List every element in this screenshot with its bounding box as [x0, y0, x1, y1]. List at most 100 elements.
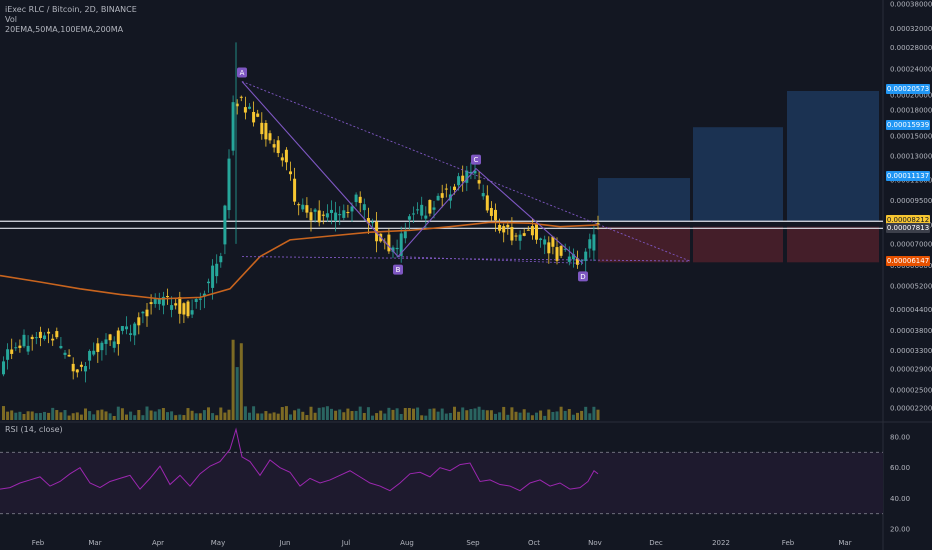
volume-bar [580, 410, 584, 420]
candle-body [207, 281, 210, 284]
price-tick-label: 0.00004400 [890, 306, 932, 314]
candle-body [350, 206, 354, 212]
volume-bar [182, 415, 186, 420]
candle-body [141, 311, 145, 314]
candle-body [305, 205, 309, 213]
candle-body [26, 345, 30, 352]
volume-bar [51, 407, 55, 420]
volume-bar [592, 406, 596, 420]
volume-bar [223, 412, 227, 420]
volume-bar [30, 411, 34, 420]
volume-bar [268, 413, 272, 420]
candle-body [514, 235, 518, 237]
volume-bar [260, 413, 264, 420]
volume-bar [362, 412, 366, 420]
volume-bar [522, 409, 526, 420]
volume-bar [178, 414, 182, 420]
volume-bar [231, 339, 235, 420]
rsi-band [0, 452, 883, 514]
price-tick-label: 0.00020000 [890, 92, 932, 100]
candle-body [453, 186, 456, 191]
stop-price-tag: 0.00006147 [886, 256, 930, 266]
volume-bar [235, 367, 239, 420]
volume-bar [297, 408, 301, 420]
candle-body [518, 234, 522, 241]
candle-body [477, 180, 481, 184]
candle-body [588, 239, 592, 249]
stop-zone-3 [787, 226, 879, 263]
volume-bar [571, 414, 575, 420]
candle-body [22, 334, 26, 347]
volume-bar [518, 412, 522, 420]
price-tick-label: 0.00007000 [890, 240, 932, 248]
candle-body [432, 207, 436, 210]
indicators-label: 20EMA,50MA,100EMA,200MA [5, 25, 124, 34]
pattern-point-c [471, 154, 481, 165]
volume-bar [14, 412, 18, 420]
candle-body [436, 195, 440, 201]
volume-bar [338, 409, 342, 420]
pattern-label-b: B [396, 266, 401, 274]
candle-body [18, 345, 22, 348]
volume-bar [100, 409, 104, 420]
price-tick-label: 0.00002500 [890, 386, 932, 394]
volume-bar [149, 410, 153, 420]
rsi-label: RSI (14, close) [5, 425, 63, 434]
candles-group [2, 95, 600, 383]
candle-body [461, 175, 465, 182]
volume-bar [313, 412, 317, 420]
volume-bar [243, 406, 247, 420]
candle-body [71, 363, 75, 372]
candle-body [256, 113, 260, 117]
volume-bar [387, 407, 391, 420]
volume-bar [252, 406, 256, 420]
candle-body [366, 218, 370, 224]
volume-bar [227, 409, 231, 420]
candle-body [125, 326, 128, 330]
volume-bar [436, 411, 440, 420]
time-tick-label: Feb [32, 539, 45, 547]
candle-body [342, 210, 346, 218]
time-tick-label: Dec [649, 539, 663, 547]
candle-body [260, 122, 264, 135]
candle-body [535, 224, 538, 240]
volume-bar [305, 415, 309, 420]
volume-bar [473, 408, 477, 420]
candle-body [34, 337, 38, 339]
candle-body [235, 103, 239, 107]
candle-body [88, 350, 92, 361]
time-tick-label: Sep [466, 539, 480, 547]
time-tick-label: Nov [588, 539, 602, 547]
candle-body [63, 352, 67, 355]
candle-body [391, 247, 395, 252]
rsi-tick-label: 80.00 [890, 434, 910, 442]
volume-bar [576, 412, 579, 420]
volume-bar [194, 413, 198, 420]
candle-body [174, 303, 178, 306]
volume-bar [588, 413, 592, 420]
candle-body [502, 226, 506, 233]
volume-bar [18, 411, 22, 420]
volume-bar [350, 411, 354, 420]
volume-bar [71, 413, 75, 420]
volume-bar [2, 406, 5, 420]
volume-bar [289, 414, 292, 420]
candle-body [547, 242, 551, 254]
volume-bar [157, 409, 161, 420]
candle-body [215, 263, 219, 277]
candle-body [198, 298, 202, 300]
candle-body [428, 200, 432, 214]
volume-bar [461, 407, 465, 420]
volume-bar [547, 409, 551, 420]
volume-bar [112, 415, 116, 420]
candle-body [166, 296, 169, 298]
candle-body [457, 176, 461, 186]
candle-body [485, 195, 489, 211]
volume-bar [555, 411, 559, 420]
harmonic-pattern-line [241, 81, 584, 264]
volume-bar [10, 410, 14, 420]
candle-body [576, 258, 579, 265]
candle-body [92, 350, 96, 355]
candle-body [567, 256, 571, 262]
